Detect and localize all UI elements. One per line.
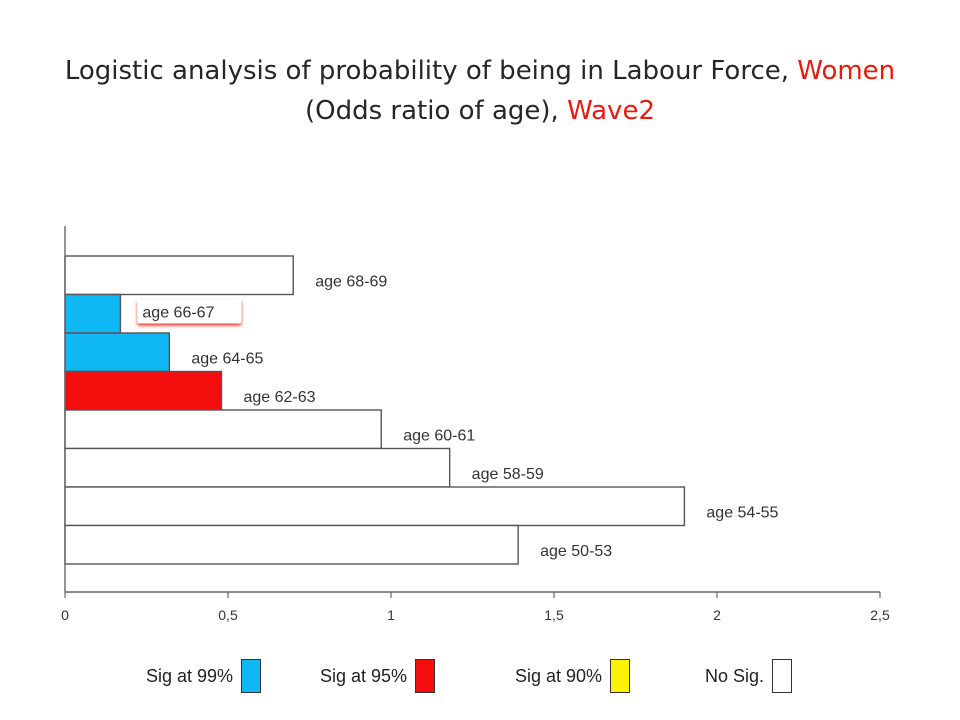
bar-age-62-63: [64, 370, 223, 411]
title-text-2: (Odds ratio of age),: [305, 96, 568, 126]
legend: Sig at 99% Sig at 95% Sig at 90% No Sig.: [0, 658, 960, 698]
legend-label-sig99: Sig at 99%: [146, 665, 234, 686]
chart-title-line-2: (Odds ratio of age), Wave2: [0, 96, 960, 126]
bar-label-age-62-63: age 62-63: [243, 389, 315, 406]
legend-swatch-sig90: [610, 659, 631, 693]
bar-label-age-66-67: age 66-67: [142, 305, 214, 322]
legend-swatch-sig95: [415, 659, 436, 693]
legend-label-sig90: Sig at 90%: [515, 665, 603, 686]
chart-title-line-1: Logistic analysis of probability of bein…: [0, 56, 960, 86]
title-highlight-wave: Wave2: [567, 96, 655, 126]
legend-item-nosig: No Sig.: [705, 658, 793, 694]
bar-label-age-50-53: age 50-53: [540, 543, 612, 560]
bar-label-age-64-65: age 64-65: [191, 350, 263, 367]
x-tick-label: 1,5: [544, 607, 564, 623]
legend-item-sig99: Sig at 99%: [146, 658, 262, 694]
bar-age-58-59: [64, 447, 451, 488]
bar-label-age-58-59: age 58-59: [472, 466, 544, 483]
title-text-1: Logistic analysis of probability of bein…: [64, 56, 798, 86]
bar-age-50-53: [64, 524, 519, 565]
legend-swatch-nosig: [772, 659, 793, 693]
highlighted-label-box: [137, 299, 242, 324]
title-highlight-women: Women: [797, 56, 896, 86]
x-tick-label: 2: [713, 607, 721, 623]
legend-label-sig95: Sig at 95%: [320, 665, 408, 686]
legend-swatch-sig99: [241, 659, 262, 693]
bar-label-age-60-61: age 60-61: [403, 427, 475, 444]
bar-age-54-55: [64, 486, 686, 527]
bar-age-66-67: [64, 293, 122, 334]
legend-item-sig95: Sig at 95%: [320, 658, 436, 694]
bar-age-68-69: [64, 255, 294, 296]
bar-label-age-54-55: age 54-55: [706, 504, 778, 521]
x-tick-label: 0: [61, 607, 69, 623]
bar-label-age-68-69: age 68-69: [315, 273, 387, 290]
legend-label-nosig: No Sig.: [705, 665, 765, 686]
bar-age-64-65: [64, 332, 171, 373]
x-tick-label: 1: [387, 607, 395, 623]
legend-item-sig90: Sig at 90%: [515, 658, 631, 694]
x-tick-label: 0,5: [218, 607, 238, 623]
x-tick-label: 2,5: [870, 607, 890, 623]
bar-chart: age 68-69 age 66-67 age 64-65 age 62-63 age …: [61, 226, 890, 623]
bar-age-60-61: [64, 409, 382, 450]
